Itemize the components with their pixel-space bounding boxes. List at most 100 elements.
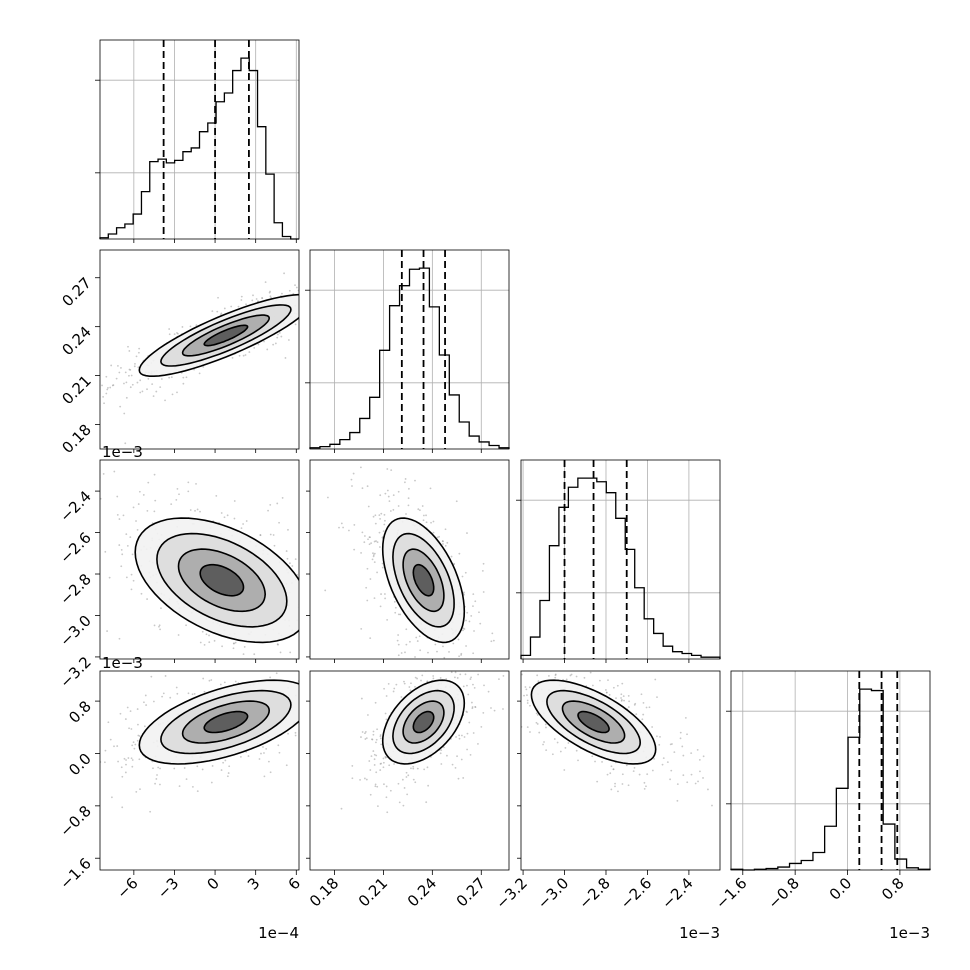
sample-point (436, 650, 438, 653)
sample-point (276, 336, 279, 339)
sample-point (147, 377, 150, 380)
sample-point (374, 783, 377, 786)
sample-point (145, 704, 148, 706)
sample-point (429, 487, 432, 490)
sample-point (316, 736, 318, 738)
sample-point (410, 767, 412, 770)
sample-point (472, 593, 475, 596)
sample-point (409, 640, 411, 643)
sample-point (481, 569, 484, 572)
sample-point (185, 376, 188, 379)
sample-point (405, 628, 408, 631)
sample-point (404, 478, 407, 480)
sample-point (133, 365, 136, 368)
contour-line (412, 563, 435, 597)
sample-point (494, 696, 496, 698)
x-tick-label-0-4: 6 (285, 874, 304, 893)
sample-point (623, 699, 625, 702)
sample-point (153, 473, 156, 476)
sample-point (269, 290, 271, 293)
y-tick-label-2-1: −3.0 (56, 612, 94, 650)
sample-point (365, 737, 368, 739)
sample-point (484, 664, 486, 666)
sample-point (379, 517, 382, 520)
sample-point (306, 707, 308, 709)
sample-point (321, 293, 323, 295)
sample-point (375, 771, 378, 774)
sample-point (414, 479, 416, 482)
sample-point (662, 757, 665, 760)
sample-point (120, 367, 122, 369)
sample-point (421, 505, 424, 507)
sample-point (419, 666, 421, 668)
sample-point (326, 278, 328, 280)
sample-point (342, 284, 344, 286)
sample-point (318, 654, 320, 656)
sample-point (382, 530, 385, 533)
sample-point (470, 701, 473, 704)
sample-point (389, 510, 392, 512)
sample-point (376, 785, 379, 788)
sample-point (272, 343, 275, 346)
x-offset-label-0: 1e−4 (258, 924, 299, 942)
sample-point (694, 782, 697, 785)
sample-point (425, 514, 427, 517)
sample-point (130, 588, 133, 591)
sample-point (379, 763, 382, 765)
contour-line (546, 689, 642, 755)
sample-point (201, 768, 204, 771)
sample-point (471, 706, 474, 708)
sample-point (386, 618, 389, 621)
sample-point (529, 704, 531, 707)
sample-point (543, 741, 545, 743)
sample-point (334, 677, 336, 679)
sample-point (276, 643, 279, 646)
sample-point (315, 303, 317, 305)
sample-point (125, 533, 128, 536)
sample-point (223, 307, 226, 310)
sample-point (303, 695, 305, 697)
sample-point (105, 392, 108, 395)
sample-point (132, 579, 135, 582)
sample-point (125, 396, 128, 399)
sample-point (393, 600, 396, 603)
sample-point (466, 711, 468, 713)
sample-point (300, 314, 302, 316)
sample-point (316, 297, 318, 299)
sample-point (409, 689, 412, 692)
sample-point (199, 510, 201, 513)
sample-point (473, 686, 476, 689)
sample-point (610, 765, 613, 768)
sample-point (363, 535, 366, 537)
sample-point (399, 613, 402, 616)
sample-point (118, 637, 121, 640)
sample-point (261, 668, 263, 670)
sample-point (458, 552, 461, 555)
sample-point (449, 653, 451, 655)
sample-point (33, 821, 35, 823)
sample-point (419, 649, 422, 652)
sample-point (134, 362, 136, 365)
sample-point (450, 671, 453, 674)
sample-point (460, 654, 463, 656)
sample-point (153, 624, 156, 627)
sample-point (187, 481, 190, 484)
sample-point (339, 587, 341, 589)
y-tick-label-2-2: −2.8 (56, 570, 94, 608)
sample-point (130, 757, 133, 760)
sample-point (374, 785, 377, 788)
sample-point (301, 307, 303, 309)
sample-point (545, 749, 548, 752)
sample-point (467, 689, 469, 691)
sample-point (373, 552, 376, 555)
sample-point (201, 630, 204, 633)
sample-point (285, 764, 288, 767)
sample-point (219, 683, 222, 686)
sample-point (193, 368, 196, 371)
x-tick-label-0-0: −6 (113, 874, 141, 902)
sample-point (331, 272, 333, 274)
sample-point (457, 777, 460, 780)
sample-point (359, 778, 361, 781)
sample-point (465, 619, 467, 622)
sample-point (555, 655, 557, 657)
